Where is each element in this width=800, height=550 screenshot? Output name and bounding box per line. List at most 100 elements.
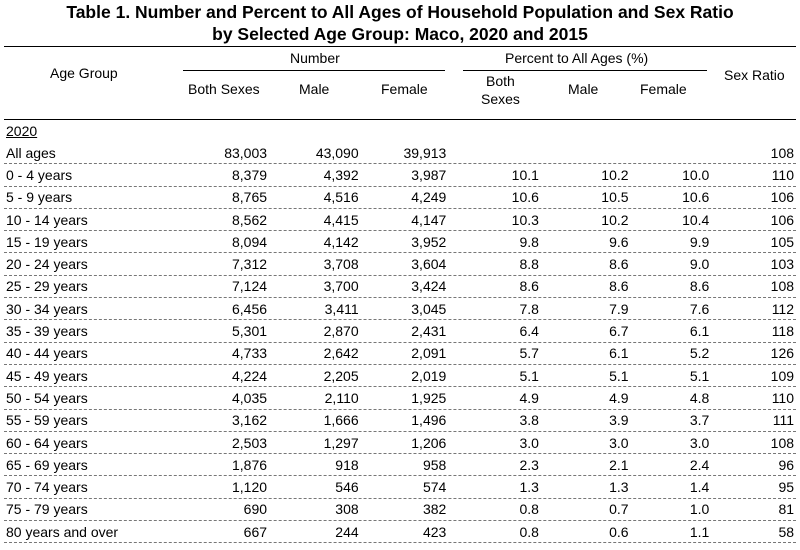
sex-ratio-cell: 118 [771,323,795,340]
age-cell: 70 - 74 years [6,479,88,496]
age-cell: All ages [6,144,56,161]
table-header: Age Group Number Percent to All Ages (%)… [0,47,800,119]
pct-female-cell: 6.1 [689,323,710,340]
pct-male-cell: 8.6 [609,278,629,295]
pct-female-cell: 3.7 [689,412,710,429]
pct-male-cell: 10.2 [601,166,629,183]
sex-ratio-cell: 95 [778,479,795,496]
both-sexes-cell: 2,503 [231,434,268,451]
age-cell: 65 - 69 years [6,456,88,473]
pct-male-cell: 6.7 [609,323,629,340]
pct-both-cell: 9.8 [519,233,539,250]
table-row: 50 - 54 years 4,035 2,110 1,925 4.9 4.9 4.8 110 [4,387,796,410]
pct-both-cell: 10.6 [511,189,539,206]
table-row: 35 - 39 years 5,301 2,870 2,431 6.4 6.7 6.1 118 [4,320,796,343]
both-sexes-cell: 690 [243,501,268,518]
male-cell: 2,870 [323,323,359,340]
age-cell: 0 - 4 years [6,166,73,183]
pct-female-cell: 9.9 [689,233,710,250]
sex-ratio-cell: 96 [778,456,795,473]
table-row: 40 - 44 years 4,733 2,642 2,091 5.7 6.1 5.2 126 [4,343,796,365]
table-row: 25 - 29 years 7,124 3,700 3,424 8.6 8.6 8.6 108 [4,276,796,299]
male-cell: 308 [335,501,359,518]
percent-group-header: Percent to All Ages (%) [505,50,649,66]
both-sexes-cell: 7,312 [231,256,268,273]
table-row: 20 - 24 years 7,312 3,708 3,604 8.8 8.6 9.0 103 [4,253,796,276]
pct-both-header-line2: Sexes [481,91,520,107]
pct-male-cell: 10.2 [601,211,629,228]
pct-male-cell: 6.1 [609,345,629,362]
age-cell: 15 - 19 years [6,233,88,250]
female-cell: 423 [422,523,447,540]
female-cell: 958 [422,456,447,473]
table-row: All ages 83,003 43,090 39,913 108 [4,142,796,165]
pct-male-cell: 7.9 [609,300,629,317]
pct-male-cell: 3.9 [609,412,629,429]
table-row: 80 years and over 667 244 423 0.8 0.6 1.1 58 [4,521,796,544]
both-sexes-header: Both Sexes [188,81,260,97]
pct-female-cell: 5.2 [689,345,710,362]
header-bottom-rule [4,119,796,120]
both-sexes-cell: 8,094 [231,233,268,250]
pct-female-cell: 9.0 [689,256,710,273]
pct-both-cell: 10.1 [511,166,539,183]
both-sexes-cell: 83,003 [224,144,268,161]
pct-both-cell: 0.8 [519,501,539,518]
both-sexes-cell: 1,120 [231,479,268,496]
sex-ratio-cell: 106 [770,189,795,206]
pct-both-cell: 10.3 [511,211,539,228]
female-cell: 1,925 [411,389,447,406]
female-cell: 3,952 [411,233,447,250]
male-cell: 2,642 [323,345,359,362]
both-sexes-cell: 7,124 [231,278,268,295]
pct-female-cell: 5.1 [689,367,710,384]
pct-female-cell: 4.8 [689,389,710,406]
pct-female-cell: 10.0 [682,166,710,183]
pct-female-cell: 10.6 [682,189,710,206]
both-sexes-cell: 3,162 [231,412,268,429]
age-cell: 10 - 14 years [6,211,88,228]
number-group-header: Number [290,50,340,66]
title-line-1: Table 1. Number and Percent to All Ages … [66,2,734,22]
age-cell: 50 - 54 years [6,389,88,406]
pct-both-cell: 3.8 [519,412,539,429]
female-cell: 2,091 [411,345,447,362]
pct-male-cell: 9.6 [609,233,629,250]
male-cell: 1,666 [323,412,359,429]
female-cell: 3,045 [411,300,447,317]
female-cell: 574 [422,479,447,496]
pct-both-cell: 7.8 [519,300,539,317]
sex-ratio-cell: 105 [770,233,795,250]
pct-female-cell: 3.0 [689,434,710,451]
both-sexes-cell: 8,379 [231,166,268,183]
male-cell: 43,090 [315,144,359,161]
sex-ratio-cell: 109 [770,367,795,384]
pct-both-cell: 2.3 [519,456,539,473]
pct-female-cell: 7.6 [689,300,710,317]
male-cell: 4,516 [323,189,359,206]
pct-male-cell: 0.6 [609,523,629,540]
percent-group-rule [463,70,707,71]
male-cell: 4,142 [323,233,359,250]
male-cell: 244 [335,523,359,540]
table-row: 60 - 64 years 2,503 1,297 1,206 3.0 3.0 3.0 108 [4,432,796,455]
pct-female-cell: 1.0 [689,501,710,518]
sex-ratio-cell: 58 [778,523,795,540]
table-row: 65 - 69 years 1,876 918 958 2.3 2.1 2.4 96 [4,454,796,477]
sex-ratio-cell: 106 [770,211,795,228]
pct-female-cell: 2.4 [689,456,710,473]
both-sexes-cell: 667 [243,523,268,540]
table-row: 10 - 14 years 8,562 4,415 4,147 10.3 10.2 10.4… [4,209,796,232]
title-line-2: by Selected Age Group: Maco, 2020 and 20… [212,24,588,44]
female-cell: 39,913 [403,144,447,161]
pct-male-cell: 4.9 [609,389,629,406]
table-row: 5 - 9 years 8,765 4,516 4,249 10.6 10.5 10.6 10… [4,187,796,209]
sex-ratio-cell: 126 [770,345,795,362]
table-row: 70 - 74 years 1,120 546 574 1.3 1.3 1.4 95 [4,476,796,499]
female-cell: 382 [422,501,447,518]
male-cell: 3,700 [323,278,359,295]
table-row: 15 - 19 years 8,094 4,142 3,952 9.8 9.6 9.9 105 [4,231,796,254]
pct-male-header: Male [568,81,599,97]
male-cell: 4,415 [323,211,359,228]
pct-male-cell: 1.3 [609,479,629,496]
